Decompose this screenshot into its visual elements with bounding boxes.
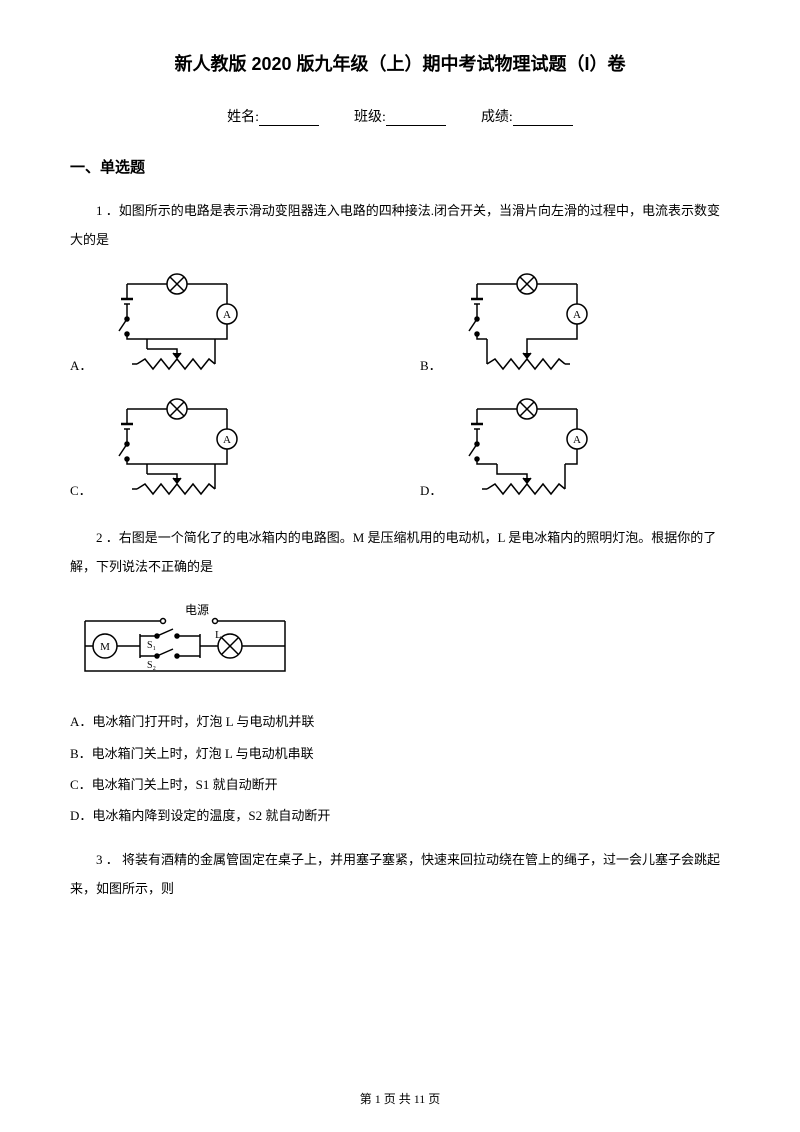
score-blank: [513, 112, 573, 126]
svg-text:M: M: [100, 641, 110, 653]
circuit-diagram-d: A: [447, 394, 617, 504]
name-label: 姓名:: [227, 106, 259, 126]
svg-text:A: A: [223, 434, 231, 446]
q2-option-b: B．电冰箱门关上时，灯泡 L 与电动机串联: [70, 738, 730, 769]
q2-option-d: D．电冰箱内降到设定的温度，S2 就自动断开: [70, 800, 730, 831]
score-label: 成绩:: [481, 106, 513, 126]
name-blank: [259, 112, 319, 126]
q1-options-grid: A． A: [70, 269, 730, 504]
q1-option-a-label: A．: [70, 355, 92, 379]
q2-option-c: C．电冰箱门关上时，S1 就自动断开: [70, 769, 730, 800]
class-label: 班级:: [354, 106, 386, 126]
q1-option-b-label: B．: [420, 355, 442, 379]
q2-option-a: A．电冰箱门打开时，灯泡 L 与电动机并联: [70, 706, 730, 737]
svg-text:A: A: [573, 309, 581, 321]
q1-option-c: C． A: [70, 394, 380, 504]
question-1-text: 1 ．如图所示的电路是表示滑动变阻器连入电路的四种接法.闭合开关，当滑片向左滑的…: [70, 197, 730, 254]
class-blank: [386, 112, 446, 126]
circuit-diagram-a: A: [97, 269, 267, 379]
q1-option-d: D． A: [420, 394, 730, 504]
q2-circuit-image: 电源 M S₁ S₂: [70, 596, 730, 691]
section-1-header: 一、单选题: [70, 156, 730, 177]
svg-text:电源: 电源: [185, 603, 209, 617]
q2-options-list: A．电冰箱门打开时，灯泡 L 与电动机并联 B．电冰箱门关上时，灯泡 L 与电动…: [70, 706, 730, 831]
q1-option-b: B． A: [420, 269, 730, 379]
q1-option-a: A． A: [70, 269, 380, 379]
question-3-text: 3 ． 将装有酒精的金属管固定在桌子上，并用塞子塞紧，快速来回拉动绕在管上的绳子…: [70, 846, 730, 903]
student-info-line: 姓名: 班级: 成绩:: [70, 106, 730, 126]
svg-text:S₂: S₂: [147, 660, 156, 671]
fridge-circuit-diagram: 电源 M S₁ S₂: [70, 596, 300, 686]
svg-text:A: A: [223, 309, 231, 321]
page-footer: 第 1 页 共 11 页: [0, 1090, 800, 1107]
question-2-text: 2 ．右图是一个简化了的电冰箱内的电路图。M 是压缩机用的电动机，L 是电冰箱内…: [70, 524, 730, 581]
circuit-diagram-b: A: [447, 269, 617, 379]
svg-text:S₁: S₁: [147, 640, 156, 651]
exam-title: 新人教版 2020 版九年级（上）期中考试物理试题（I）卷: [70, 50, 730, 76]
q1-option-c-label: C．: [70, 480, 92, 504]
q1-option-d-label: D．: [420, 480, 442, 504]
svg-text:A: A: [573, 434, 581, 446]
circuit-diagram-c: A: [97, 394, 267, 504]
